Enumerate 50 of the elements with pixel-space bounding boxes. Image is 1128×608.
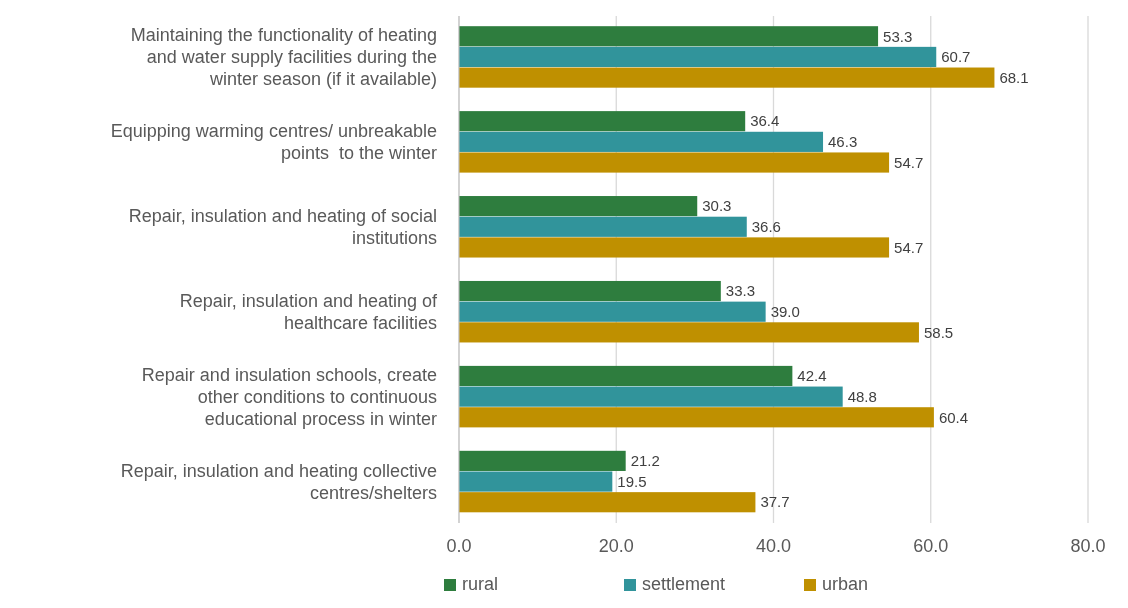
data-label: 46.3 — [828, 133, 858, 151]
bar — [459, 46, 937, 68]
x-tick-label: 60.0 — [913, 536, 949, 556]
bar — [459, 407, 934, 428]
bar — [459, 450, 626, 471]
bar — [459, 216, 747, 237]
data-label: 60.7 — [941, 48, 971, 66]
bar — [459, 26, 879, 47]
data-label: 60.4 — [938, 408, 969, 426]
data-label: 68.1 — [999, 68, 1029, 86]
x-tick-label: 80.0 — [1070, 536, 1106, 556]
y-tick-label: Repair, insulation and heating collective centres/shelters — [120, 460, 437, 503]
bar — [459, 196, 698, 217]
data-label: 30.3 — [702, 197, 732, 215]
data-label: 39.0 — [770, 302, 800, 320]
data-label: 54.7 — [894, 153, 924, 171]
bar — [459, 280, 721, 302]
y-tick-label: Repair and insulation schools, create other conditions to continuous educational process in winter — [141, 364, 437, 429]
data-label: 48.8 — [847, 387, 877, 405]
bar — [459, 131, 824, 152]
data-label: 37.7 — [760, 493, 790, 511]
bar — [459, 492, 756, 513]
bar — [459, 111, 746, 132]
x-tick-label: 0.0 — [446, 536, 472, 556]
data-label: 54.7 — [894, 238, 924, 256]
y-tick-label: Repair, insulation and heating of healthcare facilities — [179, 290, 438, 333]
legend-label: urban — [822, 574, 869, 594]
data-label: 42.4 — [797, 367, 827, 385]
legend-label: rural — [462, 574, 499, 594]
bar — [459, 386, 843, 407]
bar — [459, 152, 890, 173]
bar — [459, 471, 613, 492]
data-label: 33.3 — [725, 282, 756, 300]
data-label: 36.4 — [750, 112, 780, 130]
y-tick-label: Repair, insulation and heating of social institutions — [128, 206, 437, 249]
x-tick-label: 40.0 — [755, 536, 792, 556]
data-label: 21.2 — [630, 452, 660, 470]
y-tick-label: Equipping warming centres/ unbreakable points to the winter — [110, 121, 437, 164]
data-label: 36.6 — [751, 218, 781, 236]
bar — [459, 365, 793, 387]
bar — [459, 322, 919, 343]
bar — [459, 67, 995, 88]
x-tick-label: 20.0 — [598, 536, 634, 556]
legend-label: settlement — [642, 574, 726, 594]
data-label: 53.3 — [883, 27, 913, 45]
data-label: 19.5 — [617, 472, 647, 490]
bar — [459, 237, 890, 258]
bar — [459, 301, 766, 322]
y-tick-label: Maintaining the functionality of heating and water supply facilities during the winter season (if it available) — [130, 25, 437, 90]
data-label: 58.5 — [923, 323, 954, 341]
